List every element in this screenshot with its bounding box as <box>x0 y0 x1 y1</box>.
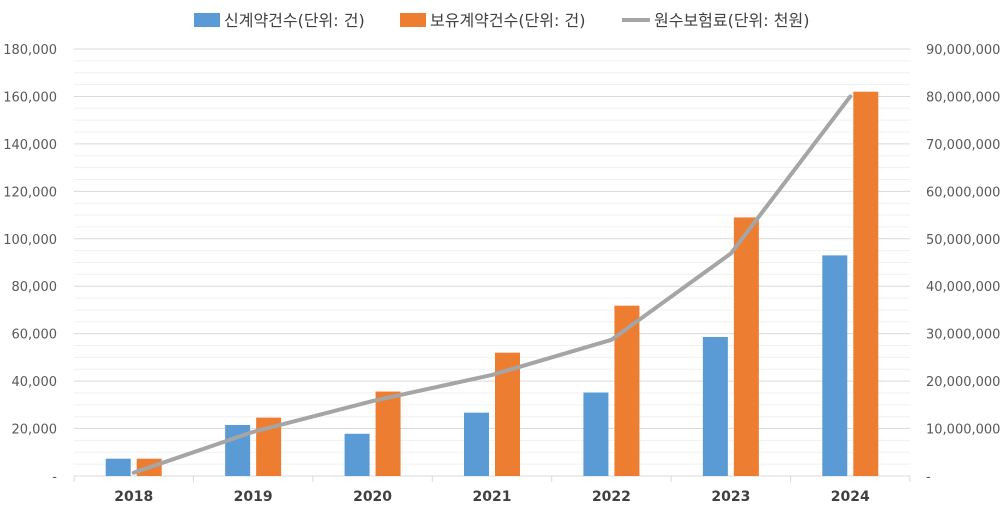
line-series <box>131 94 853 475</box>
legend-swatch-held-contracts <box>400 13 426 27</box>
y-left-tick-label: 20,000 <box>12 423 58 438</box>
bar-held-contracts <box>853 91 879 476</box>
y-left-tick-label: 120,000 <box>3 185 57 200</box>
bar-new-contracts <box>702 336 728 476</box>
y-left-tick-label: 60,000 <box>12 328 58 343</box>
y-right-tick-label: 50,000,000 <box>926 233 1000 248</box>
x-tick-label: 2023 <box>711 489 750 505</box>
y-left-tick-label: 180,000 <box>3 43 57 58</box>
y-right-tick-label: 90,000,000 <box>926 43 1000 58</box>
legend-label-premium: 원수보험료(단위: 천원) <box>654 11 809 30</box>
y-right-tick-label: 30,000,000 <box>926 328 1000 343</box>
y-right-tick-label: 70,000,000 <box>926 138 1000 153</box>
legend-item-premium: 원수보험료(단위: 천원) <box>622 11 809 30</box>
x-tick-label: 2019 <box>234 489 273 505</box>
y-left-tick-label: 40,000 <box>12 375 58 390</box>
bar-new-contracts <box>583 392 609 476</box>
x-tick-label: 2018 <box>114 489 153 505</box>
legend-swatch-new-contracts <box>194 13 220 27</box>
x-axis: 2018 2019 2020 2021 2022 2023 2024 <box>73 476 911 505</box>
bar-held-contracts <box>614 305 640 476</box>
y-axis-left: - 20,000 40,000 60,000 80,000 100,000 120,000 1… <box>3 43 57 485</box>
bar-held-contracts <box>733 217 759 476</box>
bar-new-contracts <box>105 458 131 476</box>
y-right-tick-label: - <box>926 470 931 485</box>
legend-label-held-contracts: 보유계약건수(단위: 건) <box>430 11 585 30</box>
y-left-tick-label: 100,000 <box>3 233 57 248</box>
x-tick-label: 2022 <box>592 489 631 505</box>
y-left-tick-label: - <box>52 470 57 485</box>
y-left-tick-label: 160,000 <box>3 90 57 105</box>
legend-item-held-contracts: 보유계약건수(단위: 건) <box>400 11 585 30</box>
bar-new-contracts <box>344 433 370 476</box>
y-right-tick-label: 80,000,000 <box>926 90 1000 105</box>
y-left-tick-label: 80,000 <box>12 280 58 295</box>
y-axis-right: - 10,000,000 20,000,000 30,000,000 40,000,00… <box>926 43 1000 485</box>
x-tick-label: 2020 <box>353 489 392 505</box>
y-left-tick-label: 140,000 <box>3 138 57 153</box>
legend: 신계약건수(단위: 건) 보유계약건수(단위: 건) 원수보험료(단위: 천원) <box>194 11 809 30</box>
legend-label-new-contracts: 신계약건수(단위: 건) <box>224 11 365 30</box>
bar-held-contracts <box>375 391 401 476</box>
y-right-tick-label: 20,000,000 <box>926 375 1000 390</box>
y-right-tick-label: 10,000,000 <box>926 423 1000 438</box>
x-tick-label: 2024 <box>831 489 870 505</box>
y-right-tick-label: 60,000,000 <box>926 185 1000 200</box>
bar-new-contracts <box>822 255 848 476</box>
x-tick-label: 2021 <box>473 489 512 505</box>
gridlines <box>74 48 910 477</box>
y-right-tick-label: 40,000,000 <box>926 280 1000 295</box>
bar-new-contracts <box>464 412 489 476</box>
legend-item-new-contracts: 신계약건수(단위: 건) <box>194 11 365 30</box>
